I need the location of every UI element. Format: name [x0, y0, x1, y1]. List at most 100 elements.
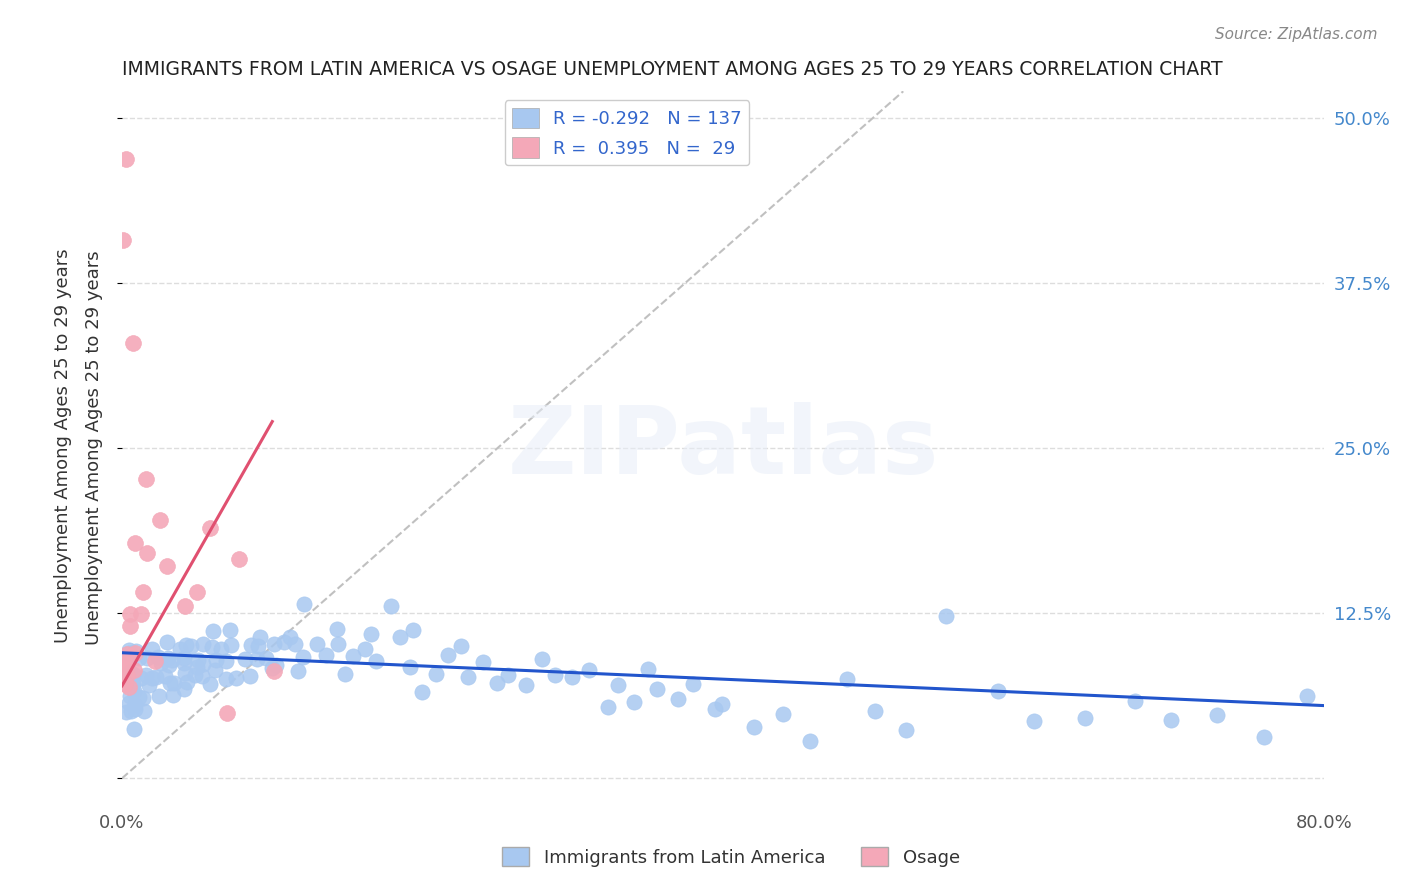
Point	[704, 702, 727, 716]
Point	[118, 607, 141, 621]
Point	[894, 723, 917, 738]
Point	[111, 233, 134, 247]
Point	[215, 706, 238, 721]
Point	[263, 637, 285, 651]
Text: ZIPatlas: ZIPatlas	[508, 402, 939, 494]
Point	[115, 648, 138, 662]
Point	[155, 558, 177, 573]
Point	[233, 651, 256, 665]
Point	[149, 513, 172, 527]
Point	[284, 637, 307, 651]
Point	[682, 677, 704, 691]
Point	[1296, 689, 1319, 703]
Point	[247, 639, 270, 653]
Point	[184, 668, 207, 682]
Point	[772, 707, 794, 722]
Point	[149, 657, 172, 671]
Point	[1024, 714, 1046, 729]
Point	[115, 668, 138, 682]
Point	[143, 655, 166, 669]
Point	[135, 472, 157, 486]
Point	[128, 690, 150, 704]
Point	[215, 654, 238, 668]
Point	[174, 638, 197, 652]
Point	[498, 668, 520, 682]
Point	[238, 669, 260, 683]
Point	[201, 624, 224, 638]
Point	[354, 642, 377, 657]
Point	[360, 627, 382, 641]
Text: Unemployment Among Ages 25 to 29 years: Unemployment Among Ages 25 to 29 years	[55, 249, 72, 643]
Point	[201, 640, 224, 654]
Point	[115, 705, 138, 719]
Point	[135, 668, 157, 682]
Point	[742, 720, 765, 734]
Legend: Immigrants from Latin America, Osage: Immigrants from Latin America, Osage	[495, 840, 967, 874]
Point	[292, 598, 315, 612]
Point	[578, 663, 600, 677]
Point	[146, 650, 169, 665]
Point	[136, 651, 159, 665]
Point	[122, 663, 145, 677]
Point	[121, 647, 143, 661]
Point	[118, 689, 141, 703]
Point	[380, 599, 402, 614]
Point	[666, 692, 689, 706]
Point	[561, 670, 583, 684]
Point	[935, 609, 957, 624]
Point	[1123, 694, 1146, 708]
Point	[118, 665, 141, 679]
Point	[799, 734, 821, 748]
Point	[1206, 708, 1229, 723]
Point	[120, 648, 142, 663]
Point	[120, 704, 142, 718]
Point	[187, 653, 209, 667]
Point	[173, 656, 195, 670]
Point	[135, 546, 157, 560]
Point	[315, 648, 337, 662]
Point	[121, 677, 143, 691]
Point	[835, 672, 858, 686]
Point	[114, 661, 136, 675]
Point	[221, 638, 243, 652]
Point	[218, 623, 240, 637]
Point	[214, 672, 236, 686]
Point	[411, 685, 433, 699]
Y-axis label: Unemployment Among Ages 25 to 29 years: Unemployment Among Ages 25 to 29 years	[86, 251, 103, 645]
Point	[114, 676, 136, 690]
Point	[425, 667, 447, 681]
Point	[645, 681, 668, 696]
Point	[117, 643, 139, 657]
Point	[124, 702, 146, 716]
Point	[457, 670, 479, 684]
Point	[228, 552, 250, 566]
Point	[198, 677, 221, 691]
Point	[249, 631, 271, 645]
Point	[305, 637, 328, 651]
Point	[278, 630, 301, 644]
Point	[156, 634, 179, 648]
Point	[471, 655, 494, 669]
Point	[180, 639, 202, 653]
Point	[128, 651, 150, 665]
Point	[122, 336, 145, 351]
Point	[342, 649, 364, 664]
Point	[191, 657, 214, 671]
Point	[138, 678, 160, 692]
Point	[155, 669, 177, 683]
Point	[364, 654, 387, 668]
Legend: R = -0.292   N = 137, R =  0.395   N =  29: R = -0.292 N = 137, R = 0.395 N = 29	[505, 100, 749, 166]
Point	[115, 152, 138, 166]
Point	[263, 664, 285, 678]
Point	[122, 683, 145, 698]
Point	[450, 639, 472, 653]
Point	[124, 644, 146, 658]
Point	[191, 669, 214, 683]
Text: IMMIGRANTS FROM LATIN AMERICA VS OSAGE UNEMPLOYMENT AMONG AGES 25 TO 29 YEARS CO: IMMIGRANTS FROM LATIN AMERICA VS OSAGE U…	[122, 60, 1223, 78]
Point	[191, 637, 214, 651]
Point	[598, 700, 620, 714]
Point	[117, 680, 139, 694]
Point	[159, 675, 181, 690]
Point	[1160, 714, 1182, 728]
Point	[204, 663, 226, 677]
